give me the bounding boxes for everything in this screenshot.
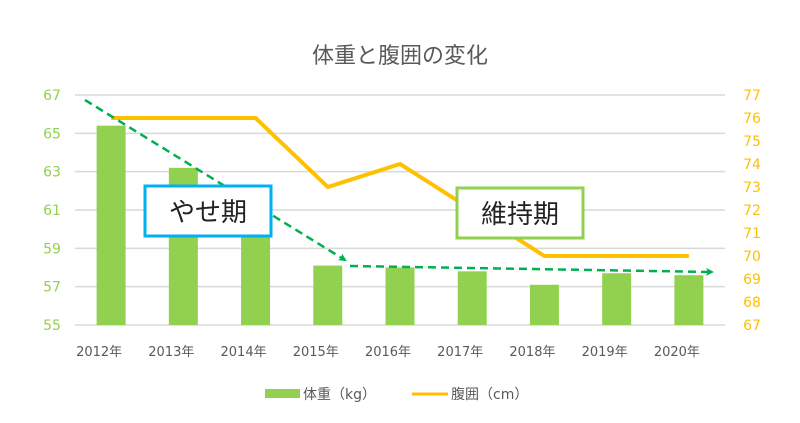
bar-2016年 xyxy=(386,268,415,326)
x-tick-label: 2016年 xyxy=(365,345,411,360)
annotation-weight-loss: やせ期 xyxy=(145,186,271,236)
right-axis: 67 68 69 70 71 72 73 74 75 76 77 xyxy=(743,88,761,334)
right-tick-label: 69 xyxy=(743,272,761,288)
bar-2019年 xyxy=(602,273,631,325)
left-tick-label: 67 xyxy=(43,88,61,104)
x-tick-label: 2013年 xyxy=(148,345,194,360)
annotation-maintenance: 維持期 xyxy=(457,188,583,238)
bar-2018年 xyxy=(530,285,559,325)
x-tick-label: 2012年 xyxy=(76,345,122,360)
bar-2015年 xyxy=(313,266,342,325)
legend-label-waist: 腹囲（cm） xyxy=(451,386,528,403)
right-tick-label: 70 xyxy=(743,249,761,265)
x-axis: 2012年 2013年 2014年 2015年 2016年 2017年 2018年 2019年… xyxy=(76,345,700,360)
bar-2012年 xyxy=(97,126,126,325)
left-tick-label: 57 xyxy=(43,280,61,296)
left-tick-label: 63 xyxy=(43,165,61,181)
x-tick-label: 2020年 xyxy=(654,345,700,360)
left-tick-label: 61 xyxy=(43,203,61,219)
right-tick-label: 75 xyxy=(743,134,761,150)
right-tick-label: 76 xyxy=(743,111,761,127)
annotation-weight-loss-text: やせ期 xyxy=(169,198,247,228)
annotation-maintenance-text: 維持期 xyxy=(481,200,559,230)
legend-swatch-weight xyxy=(265,389,300,398)
bar-2020年 xyxy=(674,275,703,325)
right-tick-label: 71 xyxy=(743,226,761,242)
x-tick-label: 2019年 xyxy=(582,345,628,360)
x-tick-label: 2014年 xyxy=(221,345,267,360)
legend: 体重（kg） 腹囲（cm） xyxy=(265,386,528,403)
x-tick-label: 2015年 xyxy=(293,345,339,360)
left-tick-label: 55 xyxy=(43,318,61,334)
right-tick-label: 77 xyxy=(743,88,761,104)
chart-title: 体重と腹囲の変化 xyxy=(312,44,488,69)
bar-2017年 xyxy=(458,271,487,325)
right-tick-label: 67 xyxy=(743,318,761,334)
left-axis: 55 57 59 61 63 65 67 xyxy=(43,88,61,334)
right-tick-label: 72 xyxy=(743,203,761,219)
right-tick-label: 74 xyxy=(743,157,761,173)
legend-label-weight: 体重（kg） xyxy=(303,387,376,403)
right-tick-label: 73 xyxy=(743,180,761,196)
left-tick-label: 59 xyxy=(43,241,61,257)
right-tick-label: 68 xyxy=(743,295,761,311)
x-tick-label: 2018年 xyxy=(509,345,555,360)
left-tick-label: 65 xyxy=(43,126,61,142)
x-tick-label: 2017年 xyxy=(437,345,483,360)
